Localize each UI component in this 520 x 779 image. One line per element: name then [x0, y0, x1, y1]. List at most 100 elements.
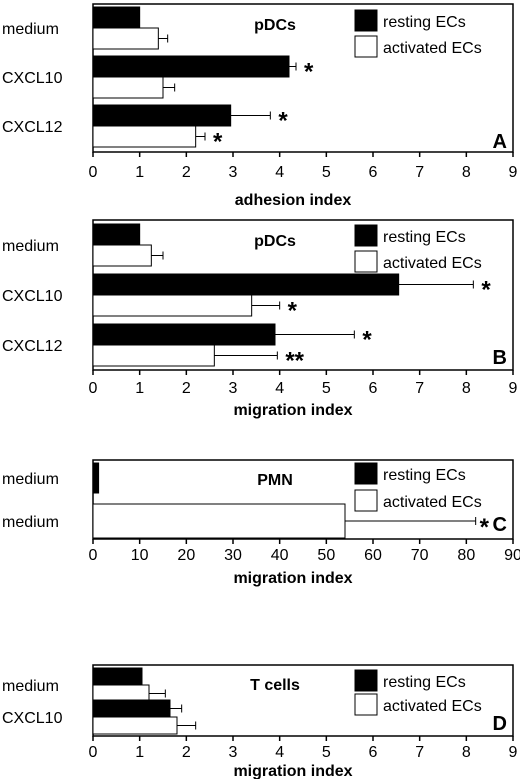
legend: resting ECs activated ECs [354, 669, 482, 716]
x-tick-label: 4 [275, 380, 284, 397]
legend-swatch [354, 224, 378, 247]
panel-title: pDCs [254, 233, 296, 250]
category-label: medium [2, 21, 59, 38]
bar [92, 684, 150, 703]
panel-d: 0 1 2 3 4 5 6 7 8 9 migration index T cells Dresting… [2, 664, 518, 779]
x-tick-label: 70 [411, 547, 429, 564]
category-label: medium [2, 514, 59, 531]
x-tick-label: 20 [177, 547, 195, 564]
legend-swatch [354, 669, 378, 692]
bar [92, 667, 143, 686]
significance-marker: * [480, 514, 490, 541]
x-tick-label: 9 [509, 744, 518, 761]
x-tick-label: 0 [89, 380, 98, 397]
x-tick-label: 5 [322, 744, 331, 761]
legend-swatch [354, 462, 378, 485]
legend-label: activated ECs [383, 698, 482, 715]
bar [92, 503, 346, 539]
x-tick-label: 8 [462, 380, 471, 397]
category-label: medium [2, 471, 59, 488]
bar [92, 323, 276, 346]
x-tick-label: 5 [322, 164, 331, 181]
x-tick-label: 80 [457, 547, 475, 564]
panel-letter: B [493, 347, 507, 369]
bar [92, 344, 215, 367]
bar [92, 125, 197, 148]
panel-letter: A [493, 131, 507, 153]
x-tick-label: 10 [131, 547, 149, 564]
legend-swatch [354, 489, 378, 512]
bar [92, 699, 171, 718]
significance-marker: * [278, 108, 288, 135]
bar [92, 462, 100, 494]
significance-marker: ** [285, 348, 304, 375]
x-tick-label: 4 [275, 744, 284, 761]
x-tick-label: 6 [369, 164, 378, 181]
x-tick-label: 8 [462, 744, 471, 761]
legend-swatch [354, 9, 378, 32]
x-axis-label: migration index [233, 763, 352, 779]
category-label: CXCL12 [2, 338, 63, 355]
x-tick-label: 60 [364, 547, 382, 564]
x-tick-label: 30 [224, 547, 242, 564]
x-tick-label: 3 [229, 380, 238, 397]
significance-marker: * [304, 59, 314, 86]
x-tick-label: 6 [369, 744, 378, 761]
legend-label: resting ECs [383, 14, 466, 31]
x-tick-label: 3 [229, 744, 238, 761]
x-tick-label: 7 [415, 380, 424, 397]
x-axis-label: migration index [233, 570, 352, 587]
x-tick-label: 4 [275, 164, 284, 181]
significance-marker: * [213, 129, 223, 156]
bar [92, 55, 290, 78]
x-axis-label: migration index [233, 402, 352, 419]
bar [92, 223, 141, 246]
x-tick-label: 2 [182, 380, 191, 397]
x-tick-label: 8 [462, 164, 471, 181]
bar [92, 294, 253, 317]
legend-label: activated ECs [383, 40, 482, 57]
x-tick-label: 50 [317, 547, 335, 564]
x-tick-label: 0 [89, 164, 98, 181]
x-tick-label: 1 [135, 164, 144, 181]
panel-letter: D [493, 713, 507, 735]
bar [92, 104, 232, 127]
panel-letter: C [493, 514, 507, 536]
x-tick-label: 0 [89, 547, 98, 564]
x-tick-label: 40 [271, 547, 289, 564]
category-label: CXCL10 [2, 288, 63, 305]
legend-label: resting ECs [383, 229, 466, 246]
panel-title: PMN [257, 472, 293, 489]
panel-title: T cells [250, 677, 300, 694]
legend-label: activated ECs [383, 255, 482, 272]
legend-swatch [354, 35, 378, 58]
legend-swatch [354, 693, 378, 716]
bar [92, 6, 141, 29]
legend-label: activated ECs [383, 494, 482, 511]
x-axis-label: adhesion index [235, 192, 352, 209]
x-tick-label: 0 [89, 744, 98, 761]
significance-marker: * [288, 298, 298, 325]
bar [92, 273, 400, 296]
category-label: medium [2, 678, 59, 695]
panel-title: pDCs [254, 17, 296, 34]
panel-c: 0 10 20 30 40 50 60 70 80 90 migration index PMN Cre… [2, 459, 520, 587]
bar [92, 244, 152, 267]
legend-label: resting ECs [383, 467, 466, 484]
x-tick-label: 2 [182, 164, 191, 181]
category-label: CXCL10 [2, 70, 63, 87]
x-tick-label: 9 [509, 380, 518, 397]
legend-label: resting ECs [383, 674, 466, 691]
x-tick-label: 6 [369, 380, 378, 397]
legend-swatch [354, 250, 378, 273]
legend: resting ECs activated ECs [354, 224, 482, 273]
category-label: CXCL12 [2, 119, 63, 136]
x-tick-label: 7 [415, 744, 424, 761]
x-tick-label: 5 [322, 380, 331, 397]
x-tick-label: 1 [135, 380, 144, 397]
bar [92, 27, 159, 50]
legend: resting ECs activated ECs [354, 9, 482, 58]
